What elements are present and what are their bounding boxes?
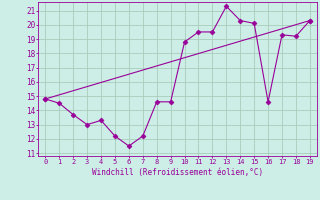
X-axis label: Windchill (Refroidissement éolien,°C): Windchill (Refroidissement éolien,°C) [92, 168, 263, 177]
